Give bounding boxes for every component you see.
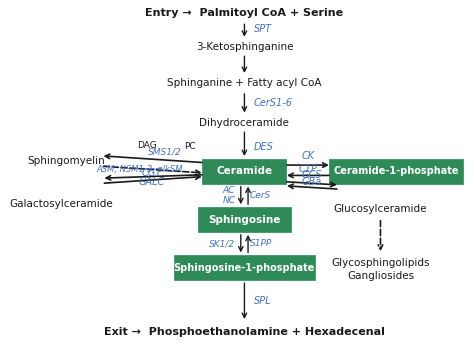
- Text: Glycosphingolipids
Gangliosides: Glycosphingolipids Gangliosides: [331, 258, 430, 281]
- Text: Sphingosine-1-phosphate: Sphingosine-1-phosphate: [174, 263, 315, 273]
- Text: AC
NC: AC NC: [222, 186, 236, 205]
- Text: Dihydroceramide: Dihydroceramide: [200, 118, 289, 128]
- FancyBboxPatch shape: [174, 255, 315, 280]
- Text: SMS1/2: SMS1/2: [148, 148, 182, 157]
- Text: SK1/2: SK1/2: [209, 239, 236, 248]
- Text: ASM, NSM1-3, alkSM: ASM, NSM1-3, alkSM: [97, 165, 183, 174]
- Text: Exit →  Phosphoethanolamine + Hexadecenal: Exit → Phosphoethanolamine + Hexadecenal: [104, 327, 385, 337]
- Text: Ceramide-1-phosphate: Ceramide-1-phosphate: [334, 166, 459, 176]
- Text: CerS: CerS: [250, 191, 271, 200]
- Text: Sphinganine + Fatty acyl CoA: Sphinganine + Fatty acyl CoA: [167, 79, 322, 88]
- Text: PC: PC: [184, 142, 196, 151]
- Text: DAG: DAG: [137, 141, 157, 150]
- Text: SPT: SPT: [254, 25, 272, 35]
- Text: GALC: GALC: [138, 176, 164, 186]
- Text: SPL: SPL: [254, 295, 271, 306]
- Text: Entry →  Palmitoyl CoA + Serine: Entry → Palmitoyl CoA + Serine: [146, 8, 344, 18]
- Text: 3-Ketosphinganine: 3-Ketosphinganine: [196, 42, 293, 52]
- Text: GBa: GBa: [302, 176, 322, 186]
- Text: Sphingosine: Sphingosine: [208, 215, 281, 225]
- Text: CerS1-6: CerS1-6: [254, 98, 292, 108]
- Text: DES: DES: [254, 142, 273, 152]
- FancyBboxPatch shape: [198, 207, 291, 232]
- FancyBboxPatch shape: [202, 159, 286, 184]
- Text: Galactosylceramide: Galactosylceramide: [9, 199, 113, 209]
- Text: Ceramide: Ceramide: [216, 166, 273, 176]
- Text: C1P: C1P: [299, 164, 318, 174]
- Text: CGT: CGT: [141, 168, 162, 178]
- Text: Glucosylceramide: Glucosylceramide: [334, 204, 427, 214]
- Text: GCS: GCS: [301, 170, 322, 180]
- FancyBboxPatch shape: [329, 159, 463, 184]
- Text: Sphingomyelin: Sphingomyelin: [28, 156, 106, 166]
- Text: S1PP: S1PP: [250, 239, 272, 248]
- Text: CK: CK: [301, 152, 314, 162]
